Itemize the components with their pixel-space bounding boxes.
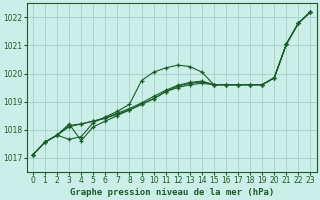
X-axis label: Graphe pression niveau de la mer (hPa): Graphe pression niveau de la mer (hPa) bbox=[69, 188, 274, 197]
